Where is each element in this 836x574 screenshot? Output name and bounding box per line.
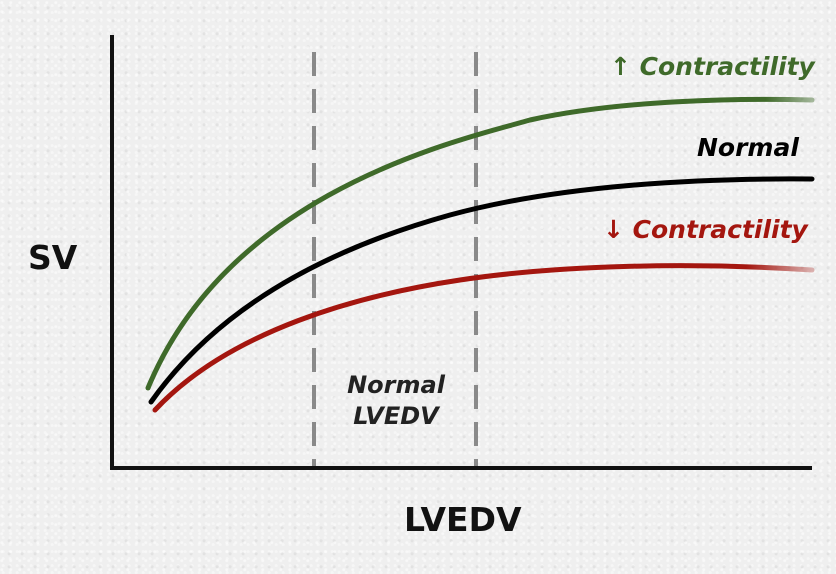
increased-contractility-curve [145,96,815,391]
normal-lvedv-label-line2: LVEDV [353,402,439,431]
x-axis-label: LVEDV [404,500,522,539]
normal-lvedv-label-line1: Normal [347,371,445,399]
normal-lvedv-label: Normal LVEDV [330,370,462,432]
y-axis-label: SV [28,238,78,277]
increased-contractility-label: ↑ Contractility [610,52,815,81]
normal-curve-label: Normal [697,133,799,162]
decreased-contractility-curve [152,263,815,413]
decreased-contractility-label: ↓ Contractility [603,215,808,244]
normal-curve [148,176,815,405]
